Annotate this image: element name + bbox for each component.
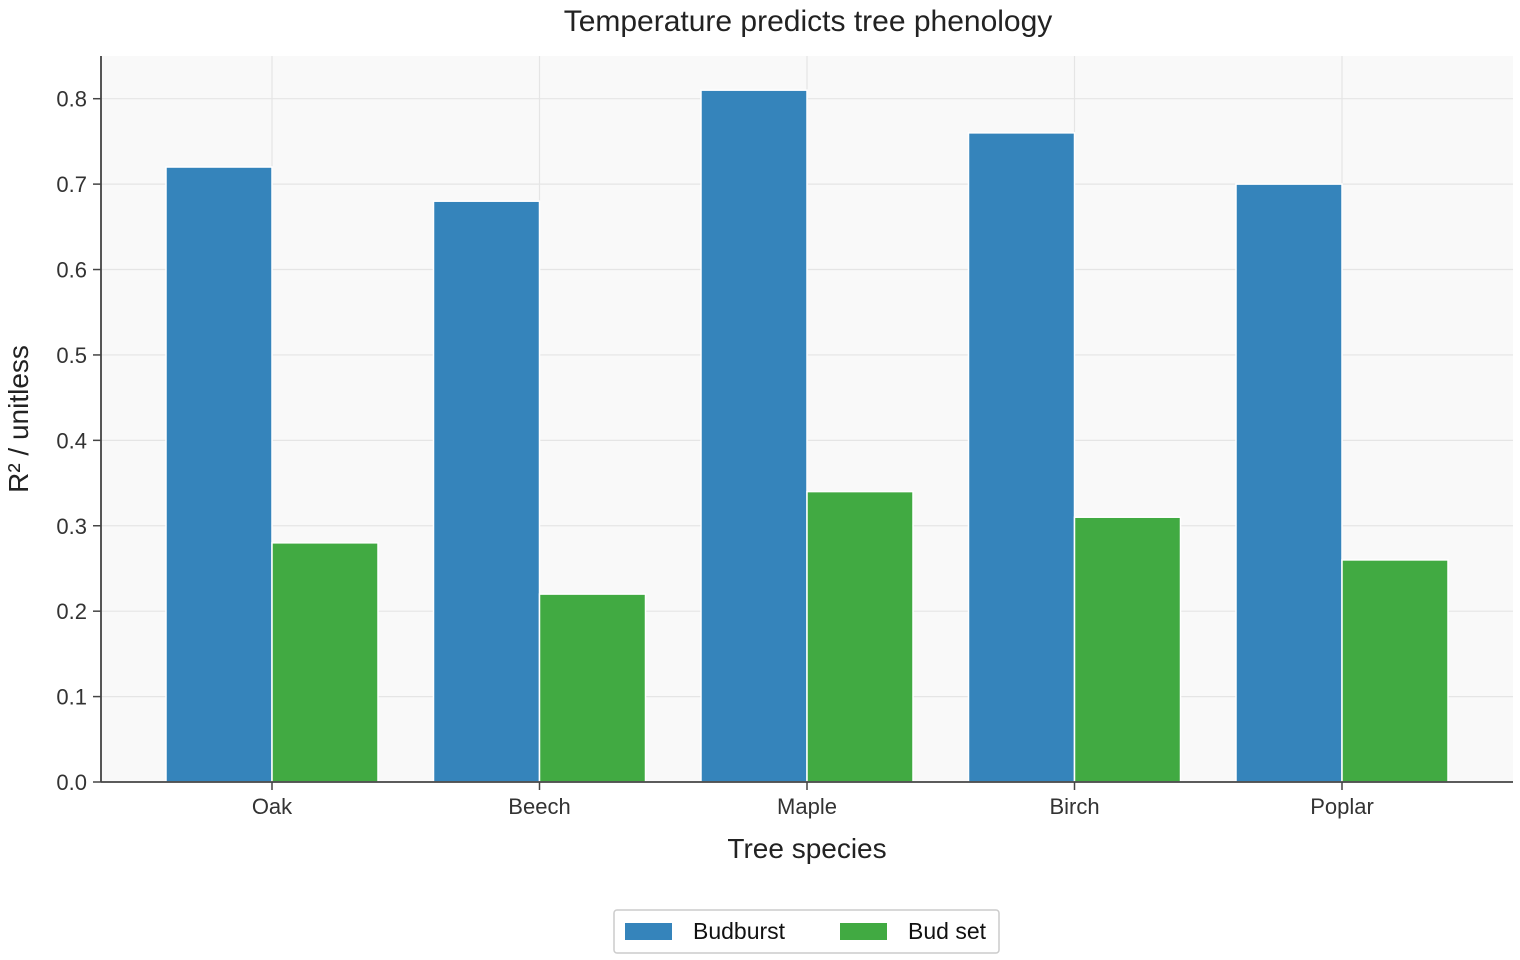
x-tick-label: Poplar — [1310, 794, 1374, 819]
y-tick-label: 0.1 — [56, 685, 87, 710]
legend: Budburst Bud set — [613, 909, 1000, 954]
x-axis-title: Tree species — [727, 833, 886, 864]
x-tick-label: Oak — [252, 794, 293, 819]
bar-budburst-beech — [432, 200, 541, 783]
bar-budburst-maple — [700, 89, 808, 783]
y-tick-label: 0.5 — [56, 343, 87, 368]
y-tick-label: 0.3 — [56, 514, 87, 539]
legend-label-budburst: Budburst — [693, 918, 786, 944]
x-tick-labels: Oak Beech Maple Birch Poplar — [252, 794, 1374, 819]
y-tick-labels: 0.0 0.1 0.2 0.3 0.4 0.5 0.6 0.7 0.8 — [56, 87, 87, 795]
chart-title: Temperature predicts tree phenology — [564, 5, 1053, 38]
x-tick-label: Birch — [1049, 794, 1099, 819]
y-axis-title: R² / unitless — [3, 345, 34, 493]
bar-group — [165, 89, 1449, 783]
y-tick-label: 0.0 — [56, 770, 87, 795]
bar-budburst-oak — [165, 166, 273, 783]
y-tick-label: 0.7 — [56, 172, 87, 197]
legend-label-bud-set: Bud set — [908, 918, 987, 944]
y-tick-label: 0.4 — [56, 428, 87, 453]
bar-budburst-poplar — [1235, 183, 1343, 783]
x-tick-label: Maple — [777, 794, 837, 819]
bar-bud-set-oak — [271, 542, 379, 783]
legend-frame — [613, 909, 1000, 954]
bar-bud-set-maple — [806, 490, 914, 783]
y-tick-label: 0.6 — [56, 258, 87, 283]
bar-bud-set-birch — [1073, 516, 1182, 783]
x-tick-label: Beech — [508, 794, 570, 819]
y-tick-label: 0.2 — [56, 599, 87, 624]
axes — [93, 56, 1513, 790]
y-tick-label: 0.8 — [56, 87, 87, 112]
bar-bud-set-poplar — [1341, 559, 1449, 783]
legend-swatch-budburst — [625, 923, 672, 940]
legend-swatch-bud-set — [840, 923, 887, 940]
bar-budburst-birch — [967, 132, 1076, 783]
bar-bud-set-beech — [538, 593, 647, 783]
